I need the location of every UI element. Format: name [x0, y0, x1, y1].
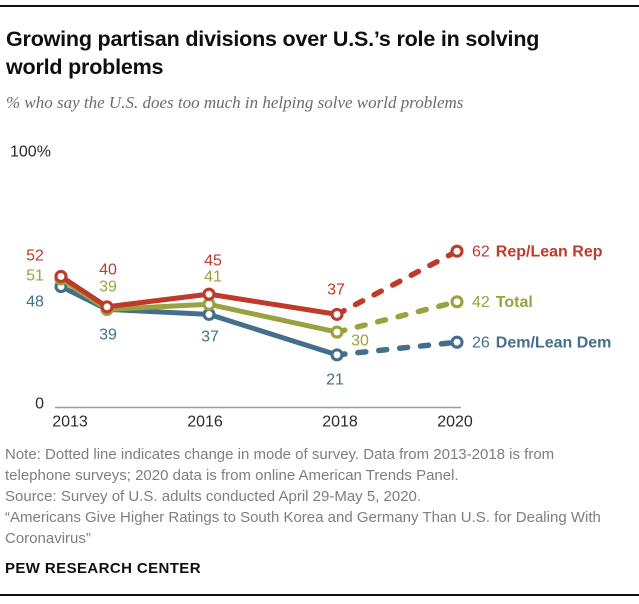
source-text: Source: Survey of U.S. adults conducted …	[5, 488, 422, 505]
value-label-1-0: 51	[26, 268, 44, 285]
value-label-2-1: 39	[99, 327, 117, 344]
value-label-1-3: 30	[351, 333, 369, 350]
value-label-1-1: 39	[99, 279, 117, 296]
data-point-marker-1-3	[330, 325, 344, 339]
value-label-2-2: 37	[201, 329, 219, 346]
series-line-dashed-1	[334, 298, 460, 335]
x-tick-label-2013: 2013	[52, 414, 88, 431]
chart-subtitle: % who say the U.S. does too much in help…	[6, 93, 464, 112]
value-label-0-1: 40	[99, 262, 117, 279]
data-point-marker-0-1	[100, 300, 114, 314]
series-line-dashed-2	[334, 339, 460, 358]
value-label-0-2: 45	[204, 253, 222, 270]
value-label-2-0: 48	[26, 294, 44, 311]
note-text: Note: Dotted line indicates change in mo…	[5, 446, 555, 484]
data-point-marker-0-2	[202, 287, 216, 301]
x-tick-label-2018: 2018	[322, 414, 358, 431]
data-point-marker-0-3	[330, 307, 344, 321]
series-line-solid-2	[59, 284, 338, 358]
end-label-0: 62 Rep/Lean Rep	[472, 243, 603, 260]
value-label-0-3: 37	[327, 282, 345, 299]
end-label-1: 42 Total	[472, 294, 533, 311]
data-point-marker-0-0	[54, 269, 68, 283]
y-axis-label-bottom: 0	[35, 396, 44, 413]
y-axis-label-top: 100%	[10, 144, 51, 161]
series-line-dashed-0	[334, 248, 460, 318]
end-label-2: 26 Dem/Lean Dem	[472, 334, 611, 351]
data-point-marker-0-4	[450, 244, 464, 258]
data-point-marker-1-4	[450, 295, 464, 309]
data-point-marker-2-4	[450, 335, 464, 349]
pew-research-center-wordmark: PEW RESEARCH CENTER	[5, 560, 201, 577]
data-point-marker-2-2	[202, 307, 216, 321]
data-point-marker-2-3	[330, 348, 344, 362]
footnotes: Note: Dotted line indicates change in mo…	[5, 444, 633, 549]
value-label-0-0: 52	[26, 248, 44, 265]
chart-title: Growing partisan divisions over U.S.’s r…	[6, 27, 540, 79]
report-title-text: “Americans Give Higher Ratings to South …	[5, 509, 601, 547]
x-tick-label-2020: 2020	[437, 414, 473, 431]
x-tick-label-2016: 2016	[187, 414, 223, 431]
series-line-solid-0	[59, 274, 338, 317]
bottom-rule	[0, 594, 639, 596]
value-label-2-3: 21	[326, 372, 344, 389]
value-label-1-2: 41	[204, 269, 222, 286]
top-rule	[0, 5, 639, 7]
data-point-marker-1-2	[202, 297, 216, 311]
